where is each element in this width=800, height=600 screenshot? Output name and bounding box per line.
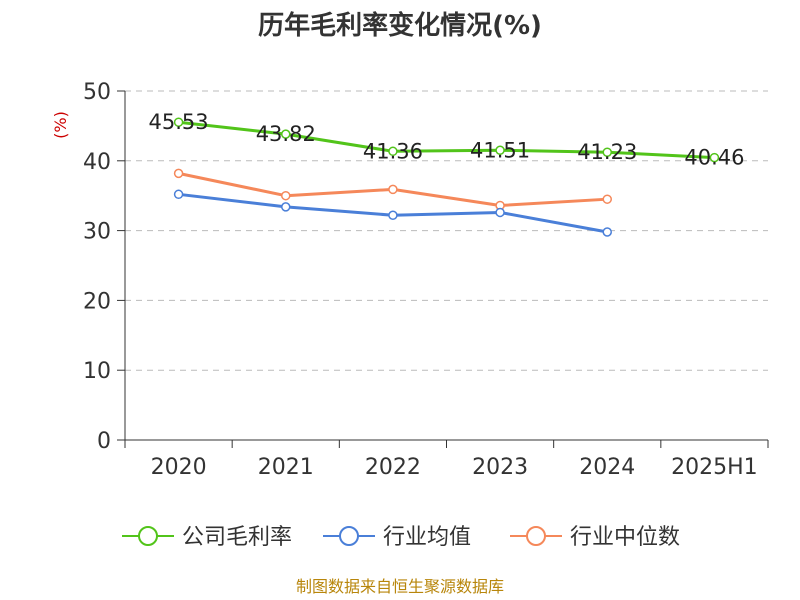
- y-axis-unit: (%): [51, 111, 70, 139]
- data-label: 41.23: [577, 140, 637, 164]
- data-point: [709, 152, 720, 163]
- legend-item-2: 行业中位数: [510, 525, 680, 550]
- legend-marker: [526, 526, 546, 546]
- legend-item-1: 行业均值: [323, 525, 471, 550]
- data-label: 41.36: [363, 139, 423, 163]
- y-tick-label: 30: [83, 220, 111, 245]
- series-1: [173, 189, 612, 237]
- y-tick-label: 50: [83, 80, 111, 105]
- data-point: [495, 145, 505, 156]
- data-point: [173, 189, 184, 200]
- series-line: [178, 120, 715, 160]
- gridlines: [125, 90, 768, 371]
- x-tick-label: 2023: [472, 455, 528, 480]
- legend-marker: [339, 526, 359, 546]
- source-footnote: 制图数据来自恒生聚源数据库: [296, 577, 504, 596]
- data-label: 40.46: [684, 146, 744, 170]
- x-tick-label: 2021: [258, 455, 314, 480]
- data-point: [602, 227, 612, 237]
- x-tick-label: 2022: [365, 455, 421, 480]
- y-tick-label: 40: [83, 150, 111, 175]
- data-point: [602, 147, 612, 157]
- legend-label: 行业均值: [383, 525, 471, 550]
- data-label: 45.53: [149, 110, 209, 134]
- legend-label: 行业中位数: [570, 525, 680, 550]
- legend-label: 公司毛利率: [182, 525, 292, 550]
- series-2: [173, 168, 612, 211]
- x-tick-label: 2025H1: [671, 455, 758, 480]
- chart-title: 历年毛利率变化情况(%): [258, 10, 542, 41]
- y-tick-label: 0: [97, 429, 111, 454]
- data-point: [173, 117, 184, 127]
- data-point: [281, 190, 291, 201]
- legend: 公司毛利率 行业均值 行业中位数: [122, 525, 680, 550]
- data-point: [281, 129, 291, 139]
- data-point: [602, 194, 612, 204]
- legend-item-0: 公司毛利率: [122, 525, 292, 550]
- x-tick-label: 2024: [579, 455, 635, 480]
- data-point: [388, 184, 398, 195]
- data-point: [388, 210, 398, 220]
- data-label: 43.82: [256, 122, 316, 146]
- series-0: 45.53 43.82 41.36 41.51 41.23 40.46: [149, 110, 745, 169]
- y-tick-label: 20: [83, 289, 111, 314]
- x-tick-label: 2020: [151, 455, 207, 480]
- data-point: [388, 146, 398, 157]
- series-layer: 45.53 43.82 41.36 41.51 41.23 40.46: [149, 110, 745, 237]
- y-tick-label: 10: [83, 359, 111, 384]
- data-point: [281, 202, 291, 212]
- legend-marker: [138, 526, 158, 546]
- data-label: 41.51: [470, 138, 530, 162]
- data-point: [173, 168, 184, 179]
- axes: 0 10 20 30 40 50 2020 2021 2022 2023 2024 2025H1: [83, 80, 769, 480]
- data-point: [495, 207, 505, 218]
